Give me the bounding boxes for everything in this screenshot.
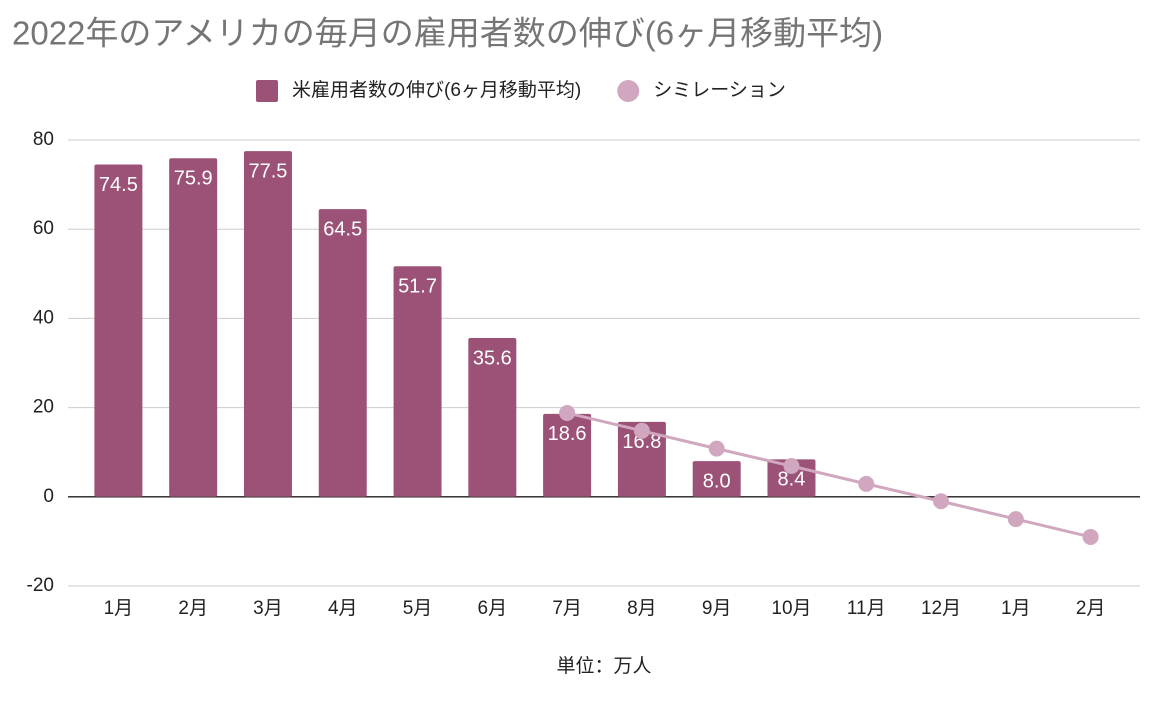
data-label: 75.9 [174,168,213,190]
data-label: 64.5 [323,218,362,240]
data-label: 18.6 [548,423,587,445]
line [566,411,1091,539]
bar [243,151,292,497]
x-tick-label: 8月 [627,598,657,619]
bar [318,209,367,497]
chart-title: 2022年のアメリカの毎月の雇用者数の伸び(6ヶ月移動平均) [12,15,883,52]
x-tick-label: 1月 [104,598,134,619]
x-tick-label: 2月 [1076,598,1106,619]
y-tick-label: -20 [27,575,54,596]
bar [393,266,442,497]
x-axis-label: 単位：万人 [556,655,651,677]
data-label: 51.7 [398,275,437,297]
x-tick-label: 4月 [328,598,358,619]
x-tick-label: 10月 [771,598,811,619]
point [858,475,875,492]
bar [169,158,218,497]
x-tick-label: 9月 [702,598,732,619]
legend-swatch [256,80,278,102]
legend-label: シミレーション [653,80,786,101]
bar [468,338,517,497]
bar [94,164,143,497]
data-label: 16.8 [622,431,661,453]
y-tick-label: 0 [43,486,54,507]
point [559,404,576,421]
x-tick-label: 11月 [847,598,886,619]
legend-label: 米雇用者数の伸び(6ヶ月移動平均) [292,79,581,101]
x-tick-label: 3月 [253,598,283,619]
x-tick-label: 1月 [1001,598,1031,619]
bar [543,413,592,497]
x-tick-label: 7月 [552,598,582,619]
x-tick-label: 6月 [478,598,508,619]
point [1082,528,1099,545]
x-tick-label: 2月 [178,598,208,619]
x-tick-label: 12月 [921,598,961,619]
point [708,440,725,457]
point [1007,511,1024,528]
point [783,458,800,475]
bar [617,421,666,497]
x-tick-label: 5月 [403,598,433,619]
data-label: 8.0 [703,470,731,492]
y-tick-label: 20 [33,397,54,418]
data-label: 77.5 [248,160,287,182]
y-tick-label: 40 [33,307,54,328]
point [933,493,950,510]
legend-swatch [617,80,640,102]
y-tick-label: 60 [33,218,54,239]
data-label: 8.4 [778,469,806,491]
data-label: 35.6 [473,347,512,369]
bar [692,461,741,497]
data-label: 74.5 [99,174,138,196]
y-tick-label: 80 [33,129,54,150]
point [633,422,650,439]
